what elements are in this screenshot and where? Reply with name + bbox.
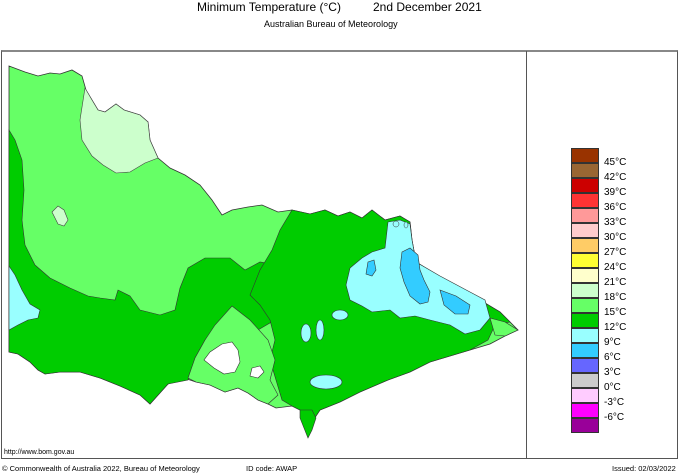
region-9-12-b [439,289,471,315]
legend-swatch-17 [571,403,599,418]
victoria-temperature-map [8,65,519,439]
wilsons-promontory [299,409,317,439]
region-12-15-lake-a [309,374,343,390]
id-code: ID code: AWAP [246,464,298,473]
legend-label: 33°C [604,217,627,228]
map-frame [1,50,678,459]
region-15-18-east [249,209,511,426]
region-12-15-lake-d [331,309,349,321]
legend-swatch-2 [571,178,599,193]
region-21-24-north [79,87,159,174]
legend-swatch-18 [571,418,599,433]
legend-swatch-7 [571,253,599,268]
legend-swatch-1 [571,163,599,178]
port-phillip-bay [203,341,241,375]
legend-swatch-6 [571,238,599,253]
legend-label: 6°C [604,352,621,363]
region-12-15-spot-ne1 [392,220,400,228]
legend-swatch-13 [571,343,599,358]
legend-label: -3°C [604,397,625,408]
legend-label: 21°C [604,277,627,288]
legend-swatch-4 [571,208,599,223]
legend-label: 39°C [604,187,627,198]
legend-swatch-12 [571,328,599,343]
legend-swatch-0 [571,148,599,163]
legend-label: 27°C [604,247,627,258]
copyright-text: © Commonwealth of Australia 2022, Bureau… [2,464,200,473]
title-text: Minimum Temperature (°C) [197,0,341,14]
bom-url: http://www.bom.gov.au [4,449,75,456]
region-12-15-west [8,265,41,331]
legend-swatch-9 [571,283,599,298]
legend-swatch-11 [571,313,599,328]
frame-separator [526,51,527,459]
region-9-12-a [399,247,431,305]
legend-label: 24°C [604,262,627,273]
legend-swatch-5 [571,223,599,238]
issued-date: Issued: 02/03/2022 [612,464,676,473]
region-15-18-west [8,128,289,405]
legend-label: 3°C [604,367,621,378]
legend-swatch-16 [571,388,599,403]
legend-swatch-3 [571,193,599,208]
legend-label: 12°C [604,322,627,333]
legend-swatch-8 [571,268,599,283]
region-9-12-c [365,259,377,277]
legend-label: 18°C [604,292,627,303]
map-title: Minimum Temperature (°C) 2nd December 20… [0,0,680,16]
legend-label: 45°C [604,157,627,168]
region-12-15-lake-b [300,323,312,343]
legend-label: 36°C [604,202,627,213]
legend-label: 42°C [604,172,627,183]
legend-swatch-10 [571,298,599,313]
legend-label: 0°C [604,382,621,393]
legend-swatch-14 [571,358,599,373]
region-12-15-lake-c [315,319,325,341]
legend-label: 30°C [604,232,627,243]
legend-label: 9°C [604,337,621,348]
western-port [249,365,265,379]
subtitle: Australian Bureau of Meteorology [264,19,398,29]
date-text: 2nd December 2021 [373,0,482,14]
legend-swatch-15 [571,373,599,388]
region-21-24-spot [51,205,69,227]
region-18-21-tip [489,317,519,337]
region-12-15-spot-ne2 [403,221,409,229]
legend-label: -6°C [604,412,625,423]
legend-label: 15°C [604,307,627,318]
